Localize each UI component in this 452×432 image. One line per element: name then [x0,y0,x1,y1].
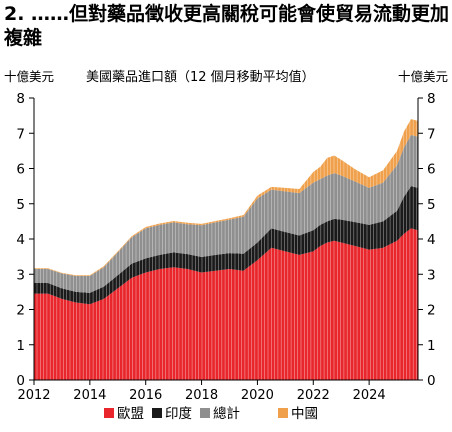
y-tick-label-left: 6 [16,162,25,178]
legend: 歐盟 印度 總計 中國 [104,405,318,422]
legend-label-india: 印度 [165,406,192,422]
y-tick-label-right: 7 [427,126,436,142]
y-tick-label-right: 6 [427,162,436,178]
area-india [34,186,418,305]
x-tick-label: 2020 [241,388,274,403]
y-tick-label-right: 1 [427,338,436,354]
legend-swatch-china [278,408,288,418]
area-other [34,135,418,293]
legend-label-china: 中國 [291,406,318,422]
chart-subtitle: 美國藥品進口額（12 個月移動平均值） [86,69,315,85]
x-ticks: 2012 2014 2016 2018 2020 2022 2024 [17,380,386,403]
unit-label-right: 十億美元 [398,69,448,84]
x-tick-label: 2024 [353,388,386,403]
y-ticks-right: 0 1 2 3 4 5 6 7 8 [418,91,436,389]
area-eu [34,228,418,380]
y-tick-label-left: 3 [16,267,25,283]
x-tick-label: 2012 [17,388,50,403]
y-tick-label-left: 7 [16,126,25,142]
y-tick-label-left: 4 [16,232,25,248]
y-tick-label-left: 2 [16,303,25,319]
bar-striping [36,96,417,380]
x-tick-label: 2018 [185,388,218,403]
y-tick-label-right: 5 [427,197,436,213]
unit-label-left: 十億美元 [4,69,54,84]
x-tick-label: 2014 [73,388,106,403]
figure-title: 2. ……但對藥品徵收更高關稅可能會使貿易流動更加複雜 [4,3,450,49]
y-tick-label-left: 5 [16,197,25,213]
y-tick-label-left: 0 [16,373,25,389]
plot-areas [34,96,418,380]
legend-label-other: 總計 [213,405,240,422]
legend-label-eu: 歐盟 [117,406,144,422]
x-tick-label: 2022 [297,388,330,403]
y-tick-label-left: 1 [16,338,25,354]
y-tick-label-right: 8 [427,91,436,107]
legend-swatch-eu [104,408,114,418]
y-ticks-left: 0 1 2 3 4 5 6 7 8 [16,91,34,389]
legend-swatch-india [152,408,162,418]
y-tick-label-right: 3 [427,267,436,283]
y-tick-label-right: 0 [427,373,436,389]
y-tick-label-right: 2 [427,303,436,319]
y-tick-label-left: 8 [16,91,25,107]
legend-swatch-other [200,408,210,418]
y-tick-label-right: 4 [427,232,436,248]
x-tick-label: 2016 [129,388,162,403]
